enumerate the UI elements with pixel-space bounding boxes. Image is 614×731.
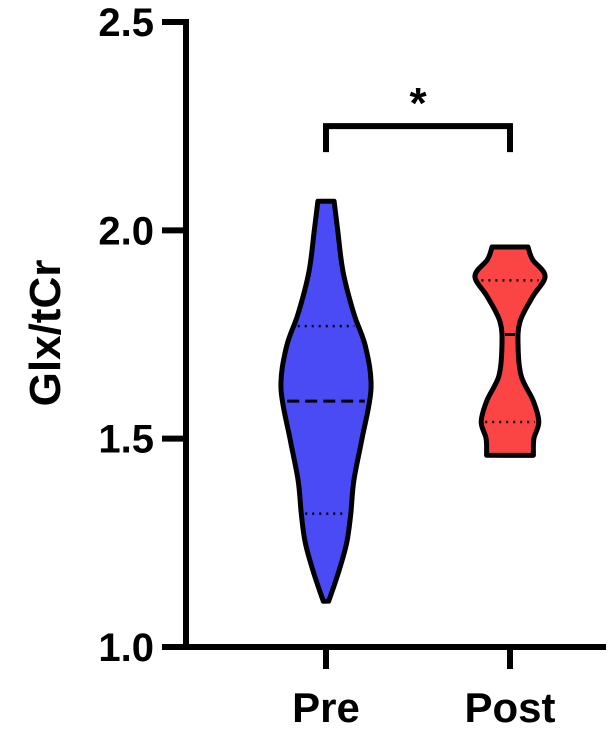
y-tick-label: 2.5 [98, 1, 154, 45]
violin-group [278, 198, 548, 604]
violin-post [472, 244, 548, 458]
y-axis-title: Glx/tCr [21, 260, 70, 407]
y-tick-label: 2.0 [98, 209, 154, 253]
significance-label: * [409, 79, 427, 128]
violin-pre [278, 198, 374, 604]
axes: 1.0 1.5 2.0 2.5 Pre Post [98, 1, 606, 731]
x-tick-label: Post [464, 684, 555, 731]
y-tick-label: 1.5 [98, 418, 154, 462]
x-ticks: Pre Post [292, 647, 556, 731]
significance-bracket: * [323, 79, 513, 153]
y-tick-label: 1.0 [98, 626, 154, 670]
y-ticks: 1.0 1.5 2.0 2.5 [98, 1, 186, 670]
significance-bracket-line [323, 123, 513, 153]
violin-body-post [472, 244, 548, 458]
x-tick-label: Pre [292, 684, 360, 731]
